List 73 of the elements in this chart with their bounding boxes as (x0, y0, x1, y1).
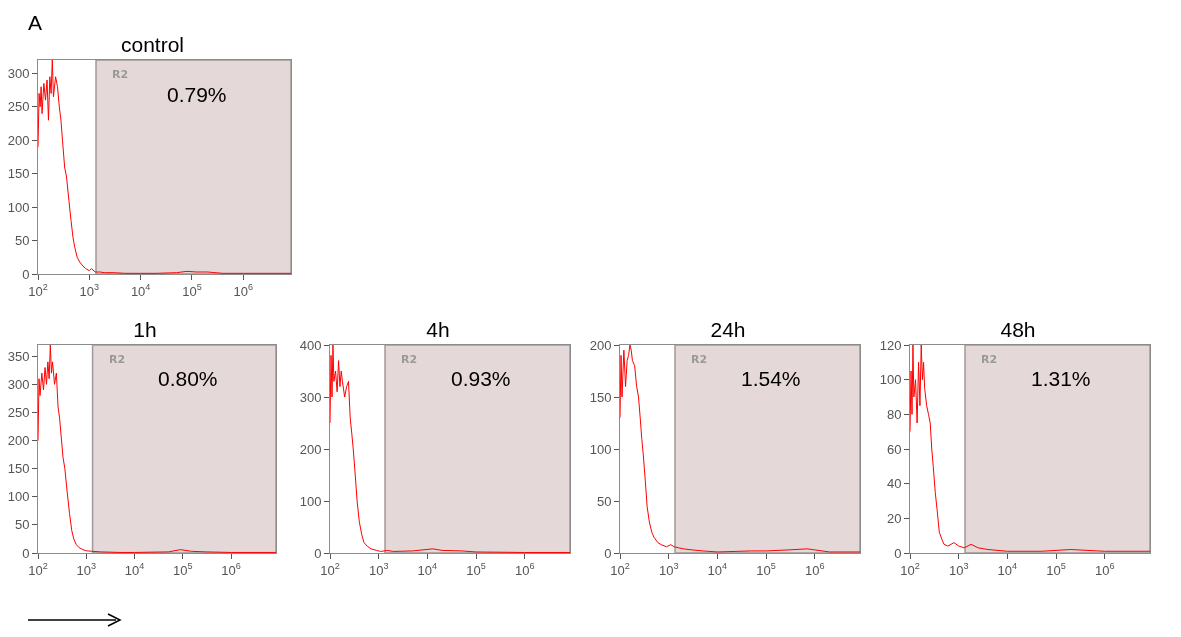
y-tick-label: 350 (7, 348, 30, 364)
x-tick-label: 10$^{5}$ (182, 282, 202, 299)
x-tick-label: 10$^{2}$ (900, 561, 920, 578)
chart-title: 1h (133, 318, 157, 341)
band-label: R2 (109, 353, 126, 366)
annotation: 0.80% (158, 367, 218, 390)
y-tick-label: 100 (7, 489, 30, 505)
x-tick-label: 10$^{5}$ (756, 561, 776, 578)
y-tick-label: 400 (299, 337, 322, 353)
y-tick-label: 80 (886, 406, 902, 422)
x-tick-label: 10$^{3}$ (368, 561, 389, 578)
y-tick-label: 100 (879, 372, 902, 388)
annotation: 1.31% (1031, 367, 1091, 390)
y-tick-label: 0 (314, 545, 322, 561)
y-tick-label: 50 (14, 517, 30, 533)
x-tick-label: 10$^{3}$ (76, 561, 97, 578)
y-tick-label: 200 (7, 433, 30, 449)
x-tick-label: 10$^{4}$ (997, 561, 1018, 578)
chart-title: 24h (710, 318, 746, 341)
x-tick-label: 10$^{2}$ (320, 561, 340, 578)
y-tick-label: 300 (7, 376, 30, 392)
x-tick-label: 10$^{2}$ (610, 561, 630, 578)
y-tick-label: 200 (7, 132, 30, 148)
text: A (28, 11, 43, 34)
x-tick-label: 10$^{6}$ (221, 561, 241, 578)
x-tick-label: 10$^{5}$ (466, 561, 486, 578)
y-tick-label: 0 (22, 545, 30, 561)
y-tick-label: 200 (299, 441, 322, 457)
band-label: R2 (401, 353, 418, 366)
y-tick-label: 300 (7, 65, 30, 81)
y-tick-label: 0 (894, 545, 902, 561)
x-tick-label: 10$^{2}$ (28, 561, 48, 578)
x-tick-label: 10$^{6}$ (804, 561, 825, 578)
x-tick-label: 10$^{4}$ (707, 561, 728, 578)
y-tick-label: 200 (589, 337, 612, 353)
annotation: 0.93% (451, 367, 511, 390)
y-tick-label: 0 (22, 266, 30, 282)
annotation: 0.79% (167, 83, 227, 106)
y-tick-label: 120 (879, 337, 902, 353)
y-tick-label: 50 (596, 493, 612, 509)
y-tick-label: 40 (886, 476, 902, 492)
y-tick-label: 100 (589, 441, 612, 457)
y-tick-label: 250 (7, 405, 30, 421)
y-tick-label: 0 (604, 545, 612, 561)
band-label: R2 (981, 353, 998, 366)
chart-title: control (120, 33, 185, 56)
x-tick-label: 10$^{5}$ (1046, 561, 1066, 578)
band-label: R2 (691, 353, 708, 366)
chart-title: 48h (1000, 318, 1036, 341)
x-tick-label: 10$^{2}$ (28, 282, 48, 299)
y-tick-label: 150 (7, 461, 30, 477)
x-tick-label: 10$^{6}$ (1094, 561, 1115, 578)
chart-title: 4h (426, 318, 450, 341)
x-tick-label: 10$^{3}$ (948, 561, 969, 578)
x-tick-label: 10$^{6}$ (514, 561, 535, 578)
y-tick-label: 20 (886, 510, 902, 526)
y-tick-label: 50 (14, 233, 30, 249)
x-tick-label: 10$^{4}$ (417, 561, 438, 578)
x-tick-label: 10$^{6}$ (233, 282, 254, 299)
y-tick-label: 150 (7, 166, 30, 182)
y-tick-label: 250 (7, 99, 30, 115)
y-tick-label: 60 (886, 441, 902, 457)
band-label: R2 (112, 68, 129, 81)
x-tick-label: 10$^{4}$ (130, 282, 151, 299)
annotation: 1.54% (741, 367, 801, 390)
x-tick-label: 10$^{3}$ (79, 282, 100, 299)
x-tick-label: 10$^{3}$ (658, 561, 679, 578)
y-tick-label: 100 (299, 493, 322, 509)
y-tick-label: 150 (589, 389, 612, 405)
x-tick-label: 10$^{4}$ (124, 561, 145, 578)
x-tick-label: 10$^{5}$ (173, 561, 193, 578)
y-tick-label: 300 (299, 389, 322, 405)
y-tick-label: 100 (7, 199, 30, 215)
